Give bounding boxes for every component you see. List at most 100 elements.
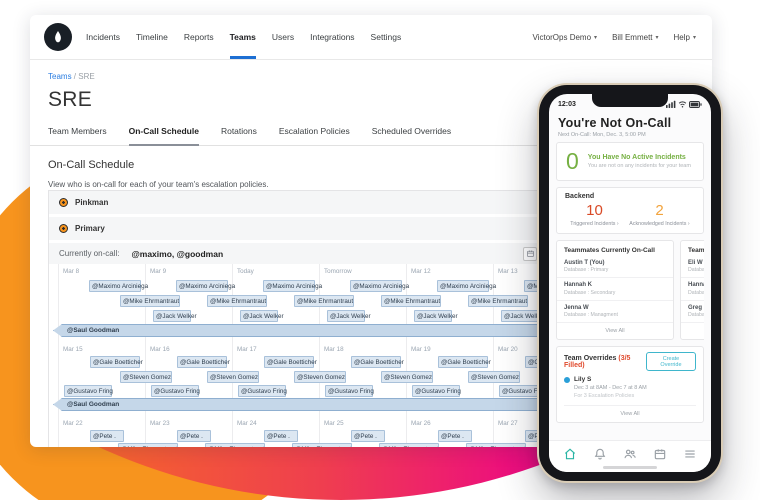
tab-escalation-policies[interactable]: Escalation Policies (278, 126, 350, 136)
shift-chip[interactable]: @Mike Ehrmantraut (381, 295, 441, 307)
bill-emmett-menu[interactable]: Bill Emmett ▾ (612, 32, 659, 42)
breadcrumb: Teams / SRE (30, 60, 712, 81)
shift-chip[interactable]: @Gale Boetticher (351, 356, 404, 368)
phone-header: You're Not On-Call Next On-Call: Mon, De… (549, 111, 711, 142)
teammate-sub: Database : Managment (564, 312, 618, 318)
shift-chip[interactable]: @Maximo Arciniega (176, 280, 235, 292)
shift-chip[interactable]: @Mike Ehrmantraut (292, 443, 352, 447)
shift-chip[interactable]: @Maximo Arciniega (524, 280, 541, 292)
shift-chip[interactable]: @Gustavo Fring (151, 385, 200, 397)
shift-chip[interactable]: @Gale Boetticher (90, 356, 143, 368)
nav-item-timeline[interactable]: Timeline (136, 32, 168, 42)
shift-chip[interactable]: @Mike Ehrmantraut (379, 443, 439, 447)
calendar-date-label: Tomorrow (324, 268, 352, 275)
backend-stat-triggered-incidents[interactable]: 10 Triggered Incidents › (570, 202, 618, 226)
tab-rotations[interactable]: Rotations (220, 126, 257, 136)
shift-chip[interactable]: @Pete . (90, 430, 124, 442)
tab-scheduled-overrides[interactable]: Scheduled Overrides (371, 126, 452, 136)
bell-icon[interactable] (593, 447, 607, 461)
nav-item-incidents[interactable]: Incidents (86, 32, 121, 42)
users-icon[interactable] (623, 447, 637, 461)
teammate-sub: Database : Secondary (564, 289, 616, 296)
teammate-sub: Database : Primary (564, 267, 609, 273)
shift-chip[interactable]: @Jack Welker (501, 310, 541, 322)
shift-chip[interactable]: @Steven Gomez (207, 371, 259, 383)
shift-chip[interactable]: @Mike Ehrmantraut (120, 295, 180, 307)
shift-chip[interactable]: @Jack Welker (153, 310, 197, 322)
shift-chip[interactable]: @Mike Ehrmantraut (205, 443, 265, 447)
tab-team-members[interactable]: Team Members (48, 126, 107, 136)
create-override-button[interactable]: Create Override (645, 352, 696, 371)
shift-chip[interactable]: @Gale Boetticher (264, 356, 317, 368)
breadcrumb-teams-link[interactable]: Teams (48, 72, 72, 81)
shift-chip[interactable]: @Mike Ehrmantraut (118, 443, 178, 447)
policy-row-pinkman[interactable]: Pinkman (49, 191, 541, 214)
shift-chip[interactable]: @Steven Gomez (294, 371, 346, 383)
nav-item-teams[interactable]: Teams (229, 15, 256, 59)
shift-chip[interactable]: @Mike Ehrmantraut (466, 443, 526, 447)
shift-chip[interactable]: @Steven Gomez (468, 371, 520, 383)
signal-icon (666, 100, 676, 108)
schedule-description: View who is on-call for each of your tea… (48, 180, 269, 189)
overrides-view-all-link[interactable]: View All (564, 405, 696, 422)
on-call-label: Currently on-call: (59, 249, 120, 258)
tab-on-call-schedule[interactable]: On-Call Schedule (128, 122, 199, 146)
shift-chip[interactable]: @Pete . (177, 430, 211, 442)
shift-chip[interactable]: @Maximo Arciniega (437, 280, 496, 292)
shift-chip[interactable]: @Pete . (438, 430, 472, 442)
shift-chip[interactable]: @Gale Boetticher (438, 356, 491, 368)
calendar-icon[interactable] (653, 447, 667, 461)
calendar-date-label: Mar 18 (324, 346, 344, 353)
app-header: Incidents Timeline Reports Teams Users Integr… (30, 15, 712, 60)
shift-chip[interactable]: @Gale Boetticher (177, 356, 230, 368)
teammate-entry[interactable]: Jenna W Database : Managment (557, 301, 673, 323)
on-call-span-bar[interactable]: @Saul Goodman (53, 324, 541, 337)
teammate-name: Jenna W (564, 304, 589, 311)
shift-chip[interactable]: @Pete . (351, 430, 385, 442)
shift-chip[interactable]: @Jack Welker (327, 310, 371, 322)
home-indicator[interactable] (603, 466, 657, 469)
shift-chip[interactable]: @Gustavo Fring (64, 385, 113, 397)
on-call-span-bar[interactable]: @Saul Goodman (53, 398, 541, 411)
nav-item-settings[interactable]: Settings (370, 32, 402, 42)
victorops-logo-icon[interactable] (44, 23, 72, 51)
teammate-name: Austin T (You) (564, 259, 605, 266)
teammates-view-all-link[interactable]: View All (605, 328, 625, 334)
shift-chip[interactable]: @Maximo Arciniega (263, 280, 322, 292)
help-menu[interactable]: Help ▾ (673, 32, 696, 42)
shift-chip[interactable]: @Jack Welker (414, 310, 458, 322)
shift-chip[interactable]: @Maximo Arciniega (350, 280, 409, 292)
home-icon[interactable] (563, 447, 577, 461)
shift-chip[interactable]: @Jack Welker (240, 310, 284, 322)
shift-chip[interactable]: @Maximo Arciniega (89, 280, 148, 292)
nav-item-reports[interactable]: Reports (183, 32, 214, 42)
nav-item-users[interactable]: Users (271, 32, 295, 42)
shift-chip[interactable]: @Gustavo Fring (325, 385, 374, 397)
shift-chip[interactable]: @Gustavo Fring (412, 385, 461, 397)
shift-chip[interactable]: @Mike Ehrmantraut (468, 295, 528, 307)
shift-chip[interactable]: @Pete . (264, 430, 298, 442)
teammate-entry[interactable]: Greg FDatabase : Managment (681, 301, 704, 323)
policy-row-primary[interactable]: Primary (49, 217, 541, 240)
nav-item-integrations[interactable]: Integrations (310, 32, 355, 42)
shift-chip[interactable]: @Mike Ehrmantraut (294, 295, 354, 307)
backend-stat-acknowledged-incidents[interactable]: 2 Acknowledged Incidents › (629, 202, 689, 226)
shift-chip[interactable]: @Gustavo Fring (238, 385, 287, 397)
victorops-demo-menu[interactable]: VictorOps Demo ▾ (532, 32, 598, 42)
calendar-gridline (232, 264, 233, 447)
calendar-button[interactable] (523, 246, 537, 261)
shift-chip[interactable]: @Gustavo Fring (499, 385, 541, 397)
wifi-icon (678, 101, 687, 108)
menu-icon[interactable] (683, 447, 697, 461)
shift-chip[interactable]: @Steven Gomez (381, 371, 433, 383)
override-entry[interactable]: Lily S Dec 3 at 8AM - Dec 7 at 8 AM For … (564, 376, 696, 399)
shift-chip[interactable]: @Steven Gomez (120, 371, 172, 383)
phone-screen: 12:03 You're Not On-Call (549, 94, 711, 472)
teammate-entry[interactable]: Austin T (You) Database : Primary (557, 256, 673, 278)
shift-chip[interactable]: @Mike Ehrmantraut (207, 295, 267, 307)
calendar-date-label: Mar 20 (498, 346, 518, 353)
